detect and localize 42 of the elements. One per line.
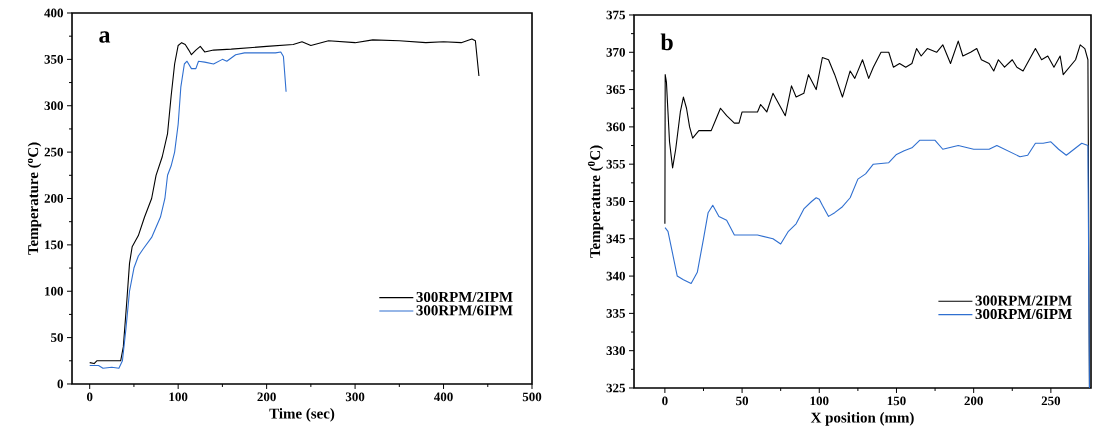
y-tick-label: 325 <box>606 383 626 393</box>
legend-label: 300RPM/2IPM <box>416 291 513 302</box>
y-tick-label: 300 <box>44 101 63 111</box>
y-tick-label: 345 <box>606 234 626 244</box>
annotation: b <box>660 33 673 51</box>
y-tick-label: 375 <box>606 10 626 20</box>
x-tick-label: 250 <box>1041 396 1061 406</box>
x-tick-label: 400 <box>434 392 453 402</box>
x-tick-label: 50 <box>736 396 749 406</box>
x-tick-label: 100 <box>810 396 829 406</box>
y-tick-label: 350 <box>44 55 63 64</box>
y-tick-label: 250 <box>44 147 63 157</box>
y-tick-label: 150 <box>45 240 63 250</box>
x-axis-title: Time (sec) <box>269 408 335 422</box>
y-tick-label: 365 <box>606 85 626 94</box>
x-tick-label: 300 <box>345 392 365 402</box>
y-tick-label: 370 <box>606 47 625 57</box>
legend-label: 300RPM/6IPM <box>975 308 1072 320</box>
x-tick-label: 100 <box>169 392 188 402</box>
x-tick-label: 200 <box>964 396 983 406</box>
y-tick-label: 340 <box>606 271 625 281</box>
y-axis-title: Temperature ($^{0}$C) <box>587 145 604 258</box>
x-tick-label: 0 <box>86 392 93 402</box>
y-axis-title: Temperature ($^{o}$C) <box>27 142 42 255</box>
y-tick-label: 350 <box>606 197 625 206</box>
y-tick-label: 335 <box>606 309 626 318</box>
y-tick-label: 400 <box>44 8 63 18</box>
y-tick-label: 330 <box>606 346 625 356</box>
x-tick-label: 200 <box>257 392 276 402</box>
legend-label: 300RPM/2IPM <box>975 295 1072 306</box>
y-tick-label: 0 <box>57 379 63 389</box>
x-tick-label: 0 <box>662 396 668 406</box>
y-tick-label: 200 <box>44 194 63 203</box>
y-tick-label: 100 <box>45 286 63 296</box>
x-axis-title: X position (mm) <box>810 412 914 426</box>
annotation: a <box>99 31 111 43</box>
legend-label: 300RPM/6IPM <box>416 305 513 316</box>
y-tick-label: 360 <box>606 122 625 132</box>
y-tick-label: 50 <box>51 333 63 342</box>
x-tick-label: 500 <box>522 392 542 402</box>
x-tick-label: 150 <box>887 396 906 406</box>
y-tick-label: 355 <box>606 159 626 169</box>
